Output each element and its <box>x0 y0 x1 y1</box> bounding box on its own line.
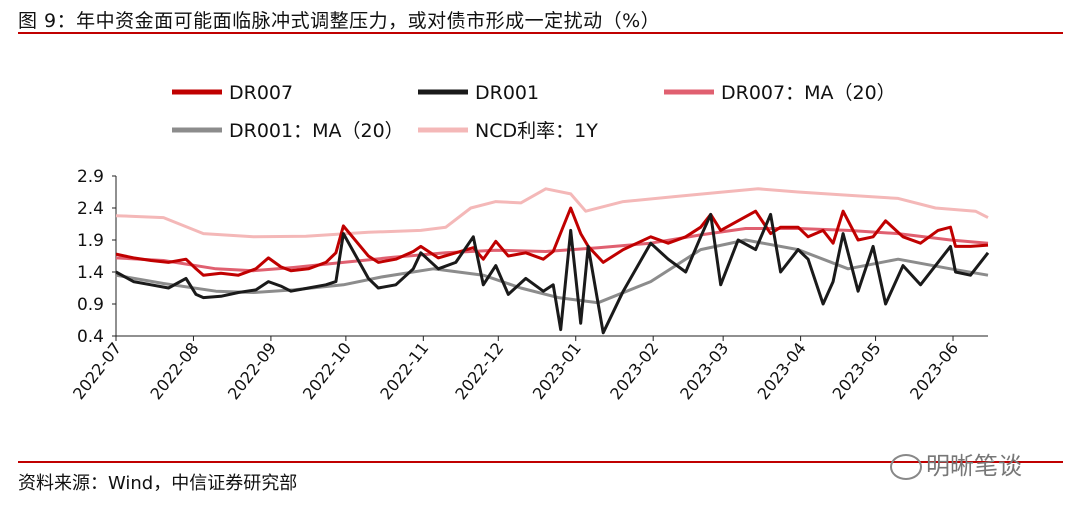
line-chart: DR007 DR001 DR007：MA（20） DR001：MA（20） NCD利率：… <box>69 82 990 403</box>
watermark: 明晰笔谈 <box>890 446 1022 481</box>
x-tick-label: 2023-02 <box>606 339 662 403</box>
y-tick-label: 2.9 <box>77 167 104 187</box>
series-line-3 <box>115 238 989 305</box>
x-tick-label: 2022-09 <box>224 339 280 403</box>
x-tick-label: 2022-07 <box>69 339 125 403</box>
y-tick-label: 1.4 <box>77 263 104 283</box>
legend-label: DR001 <box>475 82 539 104</box>
legend-label: DR007：MA（20） <box>721 82 896 104</box>
x-tick-label: 2022-10 <box>299 339 355 403</box>
source-note: 资料来源：Wind，中信证券研究部 <box>18 473 298 494</box>
legend-label: DR001：MA（20） <box>229 120 404 142</box>
x-axis: 2022-07 2022-08 2022-09 2022-10 2022-11 2022-… <box>69 335 988 403</box>
legend-label: NCD利率：1Y <box>475 120 598 142</box>
series-line-2 <box>115 227 989 273</box>
legend: DR007 DR001 DR007：MA（20） DR001：MA（20） NCD利率：… <box>172 82 896 142</box>
x-tick-label: 2023-04 <box>754 339 810 403</box>
x-tick-label: 2022-12 <box>451 339 507 403</box>
x-tick-label: 2023-06 <box>906 339 962 403</box>
wechat-icon <box>890 454 922 480</box>
series-line-4 <box>115 187 989 239</box>
x-tick-label: 2023-05 <box>829 339 885 403</box>
x-tick-label: 2023-03 <box>676 339 732 403</box>
top-rule <box>18 32 1063 34</box>
series-lines <box>115 187 990 335</box>
bottom-rule <box>18 461 1063 463</box>
y-tick-label: 0.4 <box>77 327 104 347</box>
series-line-1 <box>115 212 990 335</box>
y-tick-label: 0.9 <box>77 295 104 315</box>
y-axis: 2.9 2.4 1.9 1.4 0.9 0.4 <box>77 167 117 347</box>
x-tick-label: 2022-08 <box>146 339 202 403</box>
legend-label: DR007 <box>229 82 293 104</box>
x-tick-label: 2023-01 <box>529 339 585 403</box>
series-line-0 <box>115 206 989 277</box>
figure-title: 图 9：年中资金面可能面临脉冲式调整压力，或对债市形成一定扰动（%） <box>18 10 661 32</box>
y-tick-label: 1.9 <box>77 231 104 251</box>
x-tick-label: 2022-11 <box>376 339 432 403</box>
watermark-text: 明晰笔谈 <box>926 452 1022 480</box>
y-tick-label: 2.4 <box>77 199 104 219</box>
